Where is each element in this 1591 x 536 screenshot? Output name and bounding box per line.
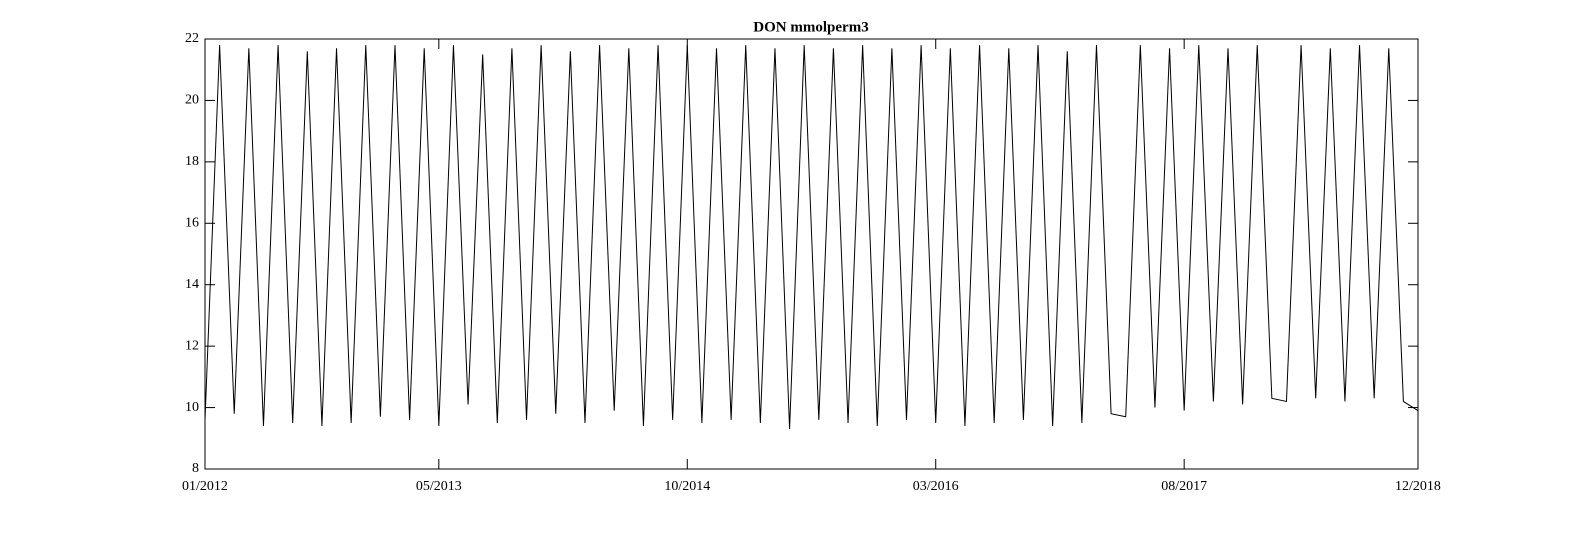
x-tick-label: 08/2017 xyxy=(1161,479,1207,494)
y-tick-label: 8 xyxy=(192,461,199,476)
x-tick-label: 03/2016 xyxy=(913,479,959,494)
chart-title: DON mmolperm3 xyxy=(753,19,868,35)
y-tick-label: 12 xyxy=(185,338,199,353)
y-tick-label: 16 xyxy=(185,216,199,231)
y-tick-label: 10 xyxy=(185,400,199,415)
data-line xyxy=(204,45,1419,430)
y-tick-label: 18 xyxy=(185,154,199,169)
y-tick-label: 14 xyxy=(185,277,199,292)
x-tick-label: 01/2012 xyxy=(182,479,228,494)
x-tick-label: 12/2018 xyxy=(1395,479,1441,494)
x-tick-label: 05/2013 xyxy=(416,479,462,494)
y-tick-label: 22 xyxy=(185,31,199,46)
plot-frame xyxy=(204,38,1419,470)
y-tick-label: 20 xyxy=(185,93,199,108)
x-tick-label: 10/2014 xyxy=(664,479,710,494)
